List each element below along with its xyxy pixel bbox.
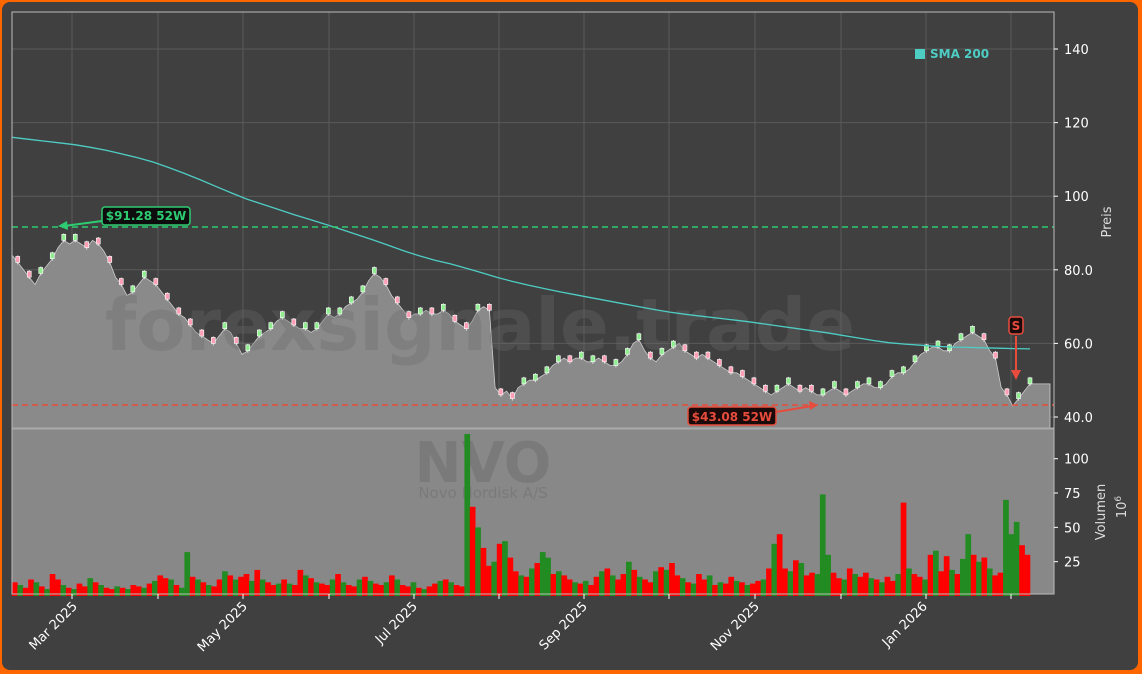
price-tick: 120 xyxy=(1064,117,1089,132)
sell-signal-label: S xyxy=(1012,319,1021,333)
sell-arrow-head-icon xyxy=(1011,370,1021,380)
price-tick: 40.0 xyxy=(1064,411,1093,426)
legend-swatch-icon xyxy=(915,49,925,59)
price-tick: 80.0 xyxy=(1064,264,1093,279)
price-axis-label: Preis xyxy=(1100,206,1115,237)
price-tick: 60.0 xyxy=(1064,337,1093,352)
price-axis: 140 120 100 80.0 60.0 40.0 xyxy=(1054,43,1093,426)
ticker-watermark: NVO xyxy=(415,431,552,496)
axes-frame xyxy=(11,11,1055,595)
low-52w-label: $43.08 52W xyxy=(692,410,772,424)
date-tick: May 2025 xyxy=(195,599,251,655)
low-label-box xyxy=(687,406,777,426)
candlesticks xyxy=(15,233,1033,401)
date-tick: Mar 2025 xyxy=(27,599,81,653)
high-arrow xyxy=(63,220,103,227)
volume-tick: 25 xyxy=(1064,556,1081,571)
volume-tick: 50 xyxy=(1064,521,1081,536)
date-tick: Jul 2025 xyxy=(372,599,421,648)
date-tick: Nov 2025 xyxy=(708,599,763,654)
volume-bars xyxy=(12,434,1031,596)
date-tick: Jan 2026 xyxy=(879,599,931,651)
watermark: forexsignale.trade xyxy=(105,283,855,367)
legend-sma-label: SMA 200 xyxy=(930,47,989,61)
price-tick: 100 xyxy=(1064,190,1089,205)
volume-unit-label: 106 xyxy=(1114,496,1130,519)
volume-tick: 75 xyxy=(1064,487,1081,502)
volume-tick: 100 xyxy=(1064,453,1089,468)
sma200-line xyxy=(11,136,1031,350)
high-52w-label: $91.28 52W xyxy=(106,209,186,223)
high-arrow-head-icon xyxy=(58,221,68,230)
high-label-box xyxy=(101,206,191,226)
volume-axis-label: Volumen xyxy=(1094,484,1109,541)
volume-axis: 100 75 50 25 xyxy=(1054,453,1089,571)
date-tick: Sep 2025 xyxy=(537,599,591,653)
date-axis: Mar 2025 May 2025 Jul 2025 Sep 2025 Nov 2025… xyxy=(27,594,1012,655)
sell-signal-box xyxy=(1008,316,1024,335)
price-tick: 140 xyxy=(1064,43,1089,58)
low-arrow xyxy=(775,405,813,413)
low-arrow-head-icon xyxy=(809,401,818,410)
company-watermark: Novo Nordisk A/S xyxy=(418,484,547,502)
